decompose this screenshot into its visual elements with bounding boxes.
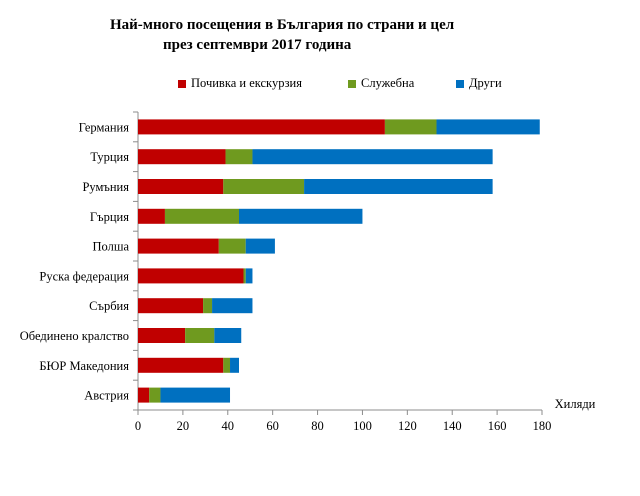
- bar-segment: [138, 238, 219, 254]
- y-category-label: Австрия: [84, 389, 129, 403]
- bar-segment: [138, 387, 150, 403]
- legend-label-business: Служебна: [361, 76, 415, 90]
- bar-segment: [245, 238, 275, 254]
- y-category-label: Германия: [79, 120, 130, 134]
- x-tick-label: 140: [443, 419, 462, 433]
- x-tick-label: 180: [533, 419, 552, 433]
- bar-segment: [138, 268, 244, 284]
- bar-segment: [223, 179, 305, 194]
- legend-item-other: Други: [456, 76, 502, 91]
- x-tick-label: 20: [177, 419, 190, 433]
- x-tick-label: 100: [353, 419, 372, 433]
- y-category-label: Сърбия: [89, 299, 129, 313]
- bar-segment: [225, 149, 253, 165]
- bar-segment: [138, 357, 224, 373]
- x-tick-label: 80: [311, 419, 324, 433]
- legend-swatch-other: [456, 79, 464, 88]
- y-category-label: Гърция: [90, 210, 129, 224]
- chart-title: Най-много посещения в България по страни…: [110, 17, 455, 33]
- bar-segment: [164, 208, 239, 224]
- bar-segment: [138, 328, 186, 343]
- bar-segment: [212, 298, 253, 314]
- bar-segment: [252, 149, 493, 165]
- bar-segment: [185, 328, 215, 343]
- bar-segment: [138, 208, 165, 224]
- bar-segment: [384, 119, 437, 135]
- bar-segment: [138, 119, 385, 135]
- legend-swatch-business: [348, 79, 356, 88]
- bar-segment: [243, 268, 246, 284]
- chart-subtitle: през септември 2017 година: [163, 37, 352, 53]
- legend-swatch-leisure: [178, 79, 186, 88]
- bar-segment: [245, 268, 253, 284]
- y-category-label: Полша: [92, 240, 129, 254]
- bar-segment: [138, 298, 204, 314]
- x-tick-label: 160: [488, 419, 507, 433]
- bar-segment: [149, 387, 161, 403]
- x-tick-label: 0: [135, 419, 141, 433]
- legend-label-other: Други: [469, 76, 502, 90]
- y-category-label: БЮР Македония: [39, 359, 129, 373]
- y-category-label: Румъния: [82, 180, 129, 194]
- bar-segment: [304, 179, 493, 194]
- x-axis-label: Хиляди: [555, 397, 596, 411]
- x-tick-label: 120: [398, 419, 417, 433]
- bar-segment: [230, 357, 239, 373]
- x-tick-label: 40: [222, 419, 235, 433]
- x-tick-label: 60: [266, 419, 279, 433]
- bar-segment: [223, 357, 231, 373]
- legend-item-leisure: Почивка и екскурзия: [178, 76, 302, 91]
- y-category-label: Обединено кралство: [20, 329, 129, 343]
- bar-segment: [160, 387, 231, 403]
- bar-segment: [218, 238, 246, 254]
- y-category-label: Турция: [90, 150, 129, 164]
- legend-item-business: Служебна: [348, 76, 414, 91]
- bar-segment: [239, 208, 363, 224]
- bar-segment: [203, 298, 213, 314]
- legend-label-leisure: Почивка и екскурзия: [191, 76, 302, 90]
- bar-segment: [214, 328, 242, 343]
- bar-segment: [138, 179, 224, 194]
- bar-segment: [138, 149, 226, 165]
- y-category-label: Руска федерация: [39, 269, 129, 283]
- bar-segment: [436, 119, 540, 135]
